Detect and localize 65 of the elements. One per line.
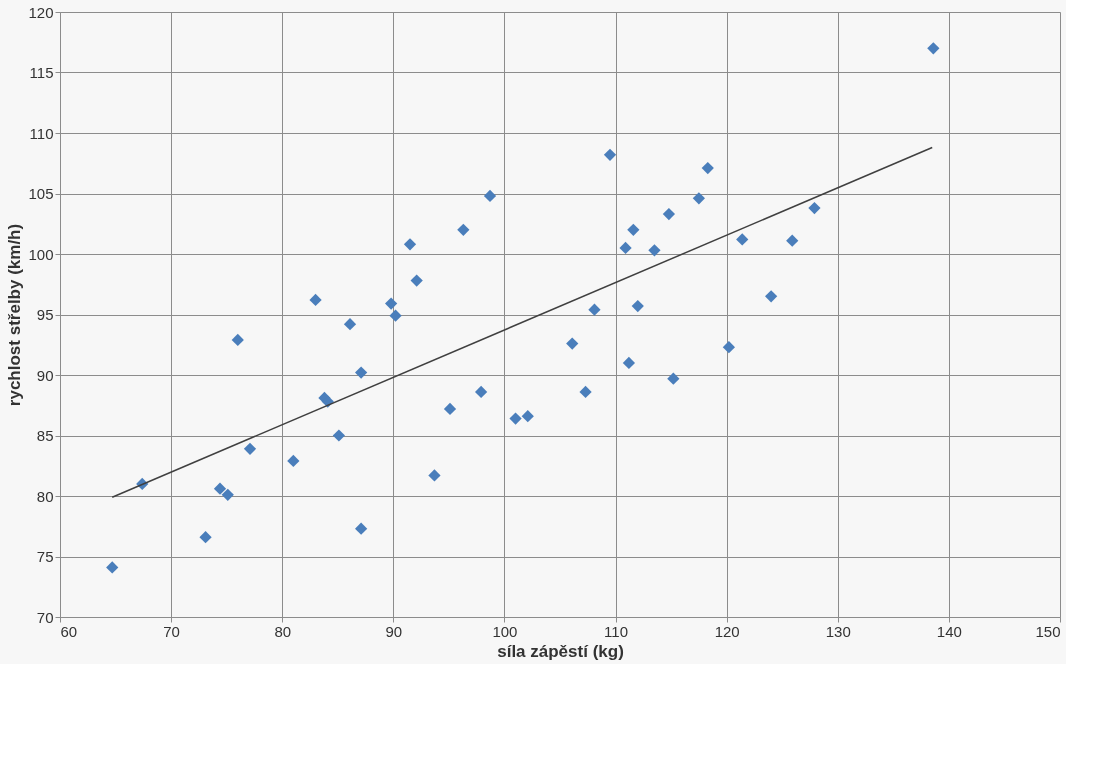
point (566, 337, 579, 350)
point (509, 412, 522, 425)
point (648, 244, 661, 257)
point (662, 207, 676, 221)
y-tick-label: 75 (36, 548, 54, 565)
point (443, 402, 457, 415)
y-tick-label: 115 (29, 64, 54, 81)
point (808, 201, 821, 215)
x-axis-title: síla zápěstí (kg) (497, 641, 624, 661)
y-tick-label: 70 (36, 608, 54, 626)
point (764, 290, 778, 303)
y-tick-label: 95 (36, 306, 54, 323)
point (343, 318, 357, 331)
y-tick-label: 120 (28, 3, 54, 21)
point (403, 238, 417, 251)
point (786, 234, 799, 247)
x-tick-label: 130 (825, 622, 851, 640)
point (221, 488, 234, 501)
y-tick-label: 110 (29, 124, 54, 142)
point (722, 341, 736, 354)
point (354, 522, 368, 535)
y-tick-label: 90 (36, 366, 54, 384)
point (619, 241, 632, 255)
point (627, 223, 640, 236)
point (199, 531, 212, 544)
point (603, 148, 617, 161)
x-tick-label: 70 (163, 622, 180, 640)
point (354, 366, 368, 379)
y-axis-title: rychlost střelby (km/h) (5, 223, 25, 407)
point (332, 429, 346, 442)
point (428, 469, 441, 482)
x-tick-label: 60 (60, 622, 78, 640)
point (474, 385, 488, 399)
point (213, 482, 227, 495)
point (483, 189, 497, 203)
x-tick-label: 90 (385, 622, 403, 640)
point (692, 192, 706, 205)
point (309, 293, 322, 307)
y-tick-label: 85 (36, 427, 54, 444)
point (389, 309, 402, 322)
x-tick-label: 80 (274, 622, 292, 640)
point (287, 454, 300, 468)
point (579, 385, 592, 399)
point (384, 297, 398, 310)
y-tick-label: 80 (36, 487, 54, 505)
point (927, 42, 940, 55)
x-tick-label: 140 (936, 622, 962, 640)
point (631, 299, 644, 313)
point (736, 233, 749, 246)
point (410, 274, 423, 287)
point (457, 223, 470, 236)
x-tick-label: 110 (604, 622, 629, 640)
point (521, 410, 534, 423)
point (701, 161, 714, 175)
point (106, 561, 119, 574)
x-tick-label: 100 (492, 622, 518, 640)
x-tick-label: 150 (1035, 622, 1061, 640)
point (588, 303, 601, 316)
point (243, 442, 257, 455)
point (622, 356, 636, 370)
point (231, 333, 244, 347)
y-tick-label: 100 (28, 245, 54, 263)
point (667, 372, 680, 385)
y-tick-label: 105 (28, 185, 54, 202)
x-tick-label: 120 (714, 622, 740, 640)
